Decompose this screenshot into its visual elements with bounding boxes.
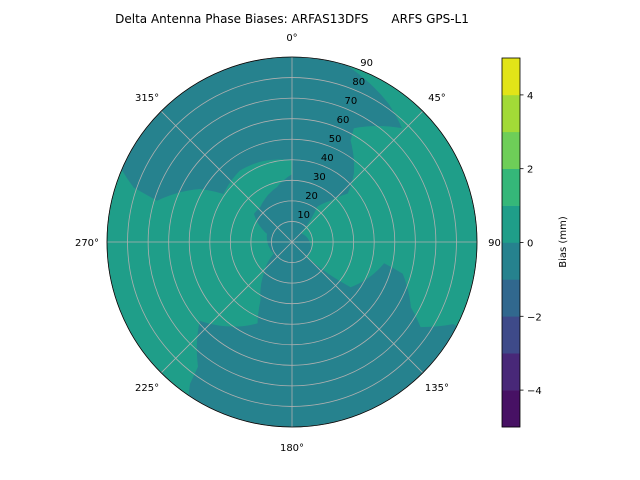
chart-title: Delta Antenna Phase Biases: ARFAS13DFS A…: [115, 12, 469, 26]
radial-tick-label: 20: [305, 191, 318, 202]
colorbar-tick-label: 2: [527, 165, 533, 176]
colorbar-tick-label: 4: [527, 91, 533, 102]
radial-tick-label: 10: [297, 210, 310, 221]
angular-tick-label: 0°: [286, 33, 297, 44]
radial-tick-label: 40: [321, 153, 334, 164]
angular-tick-label: 270°: [75, 238, 99, 249]
angular-tick-label: 225°: [135, 383, 159, 394]
angular-gridline: [291, 241, 424, 374]
colorbar-segment: [502, 390, 520, 428]
angular-gridline: [160, 110, 293, 243]
colorbar-tick-label: −4: [527, 386, 542, 397]
colorbar-segment: [502, 316, 520, 354]
polar-plot-area: 10 20 30 40 50 60 70 80 90 0° 45° 90° 135° 180° 225° 27…: [75, 33, 506, 454]
radial-tick-label: 60: [337, 115, 350, 126]
polar-frame: [106, 56, 478, 428]
angular-gridline: [291, 110, 424, 243]
angular-gridline: [160, 241, 293, 374]
colorbar-tick-label: 0: [527, 239, 533, 250]
colorbar-label: Bias (mm): [558, 216, 569, 268]
angular-tick-label: 45°: [428, 93, 446, 104]
radial-tick-label: 80: [352, 77, 365, 88]
radial-tick-label: 30: [313, 172, 326, 183]
colorbar: −4 −2 0 2 4: [501, 57, 542, 428]
colorbar-segment: [502, 94, 520, 133]
colorbar-tick-label: −2: [527, 312, 542, 323]
angular-tick-label: 135°: [425, 383, 449, 394]
radial-tick-label: 90: [360, 58, 373, 69]
colorbar-segment: [502, 279, 520, 317]
radial-tick-label: 50: [329, 134, 342, 145]
colorbar-segment: [502, 58, 520, 96]
angular-tick-label: 315°: [135, 93, 159, 104]
colorbar-segment: [502, 205, 520, 243]
angular-tick-label: 90°: [488, 238, 506, 249]
colorbar-segment: [502, 242, 520, 280]
colorbar-segment: [502, 353, 520, 391]
colorbar-segment: [502, 168, 520, 206]
colorbar-segment: [502, 131, 520, 169]
angular-tick-label: 180°: [280, 443, 304, 454]
radial-tick-label: 70: [345, 96, 358, 107]
